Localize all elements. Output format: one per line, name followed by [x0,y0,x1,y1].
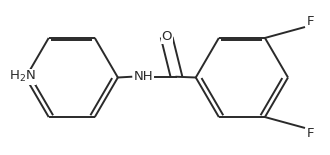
Text: O: O [161,30,172,43]
Text: NH: NH [134,70,153,83]
Text: F: F [307,127,314,140]
Text: F: F [307,15,314,28]
Text: H$_2$N: H$_2$N [9,69,35,84]
